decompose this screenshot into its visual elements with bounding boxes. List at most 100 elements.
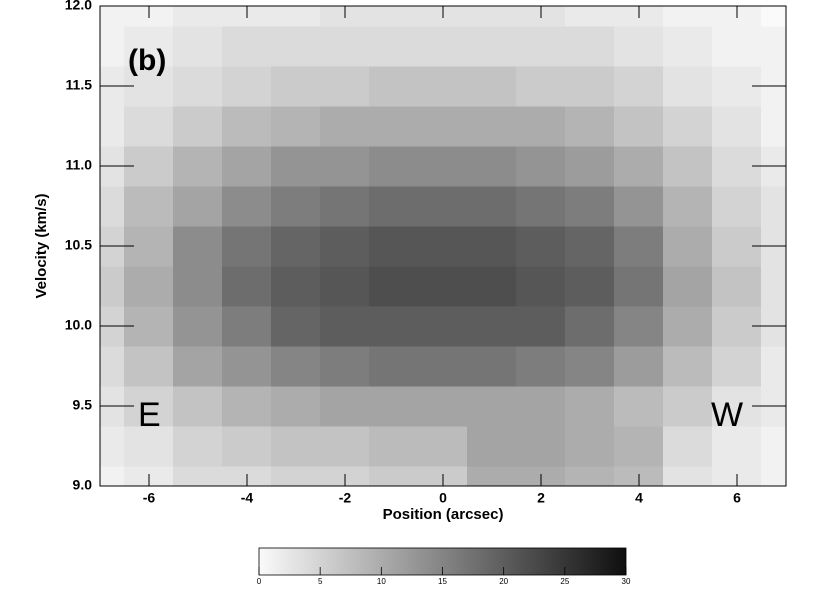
contour-cell — [173, 465, 223, 486]
x-tick-label: 6 — [733, 490, 741, 506]
contour-cell — [124, 265, 174, 307]
contour-cell — [369, 225, 419, 267]
contour-cell — [222, 25, 272, 67]
x-axis-label: Position (arcsec) — [383, 506, 504, 523]
contour-cell — [761, 185, 786, 227]
contour-cell — [663, 225, 713, 267]
x-tick-label: 2 — [537, 490, 545, 506]
colorbar-tick-label: 15 — [438, 577, 447, 586]
contour-cell — [663, 265, 713, 307]
contour-cell — [418, 105, 468, 147]
contour-cell — [565, 265, 615, 307]
contour-cell — [320, 425, 370, 467]
contour-cell — [418, 65, 468, 107]
contour-cell — [222, 305, 272, 347]
contour-cell — [467, 105, 517, 147]
contour-cell — [467, 465, 517, 486]
contour-cell — [614, 345, 664, 387]
contour-cell — [614, 65, 664, 107]
contour-cell — [663, 425, 713, 467]
contour-cell — [712, 25, 762, 67]
contour-cell — [173, 145, 223, 187]
contour-cell — [369, 105, 419, 147]
contour-cell — [271, 385, 321, 427]
contour-cell — [614, 185, 664, 227]
contour-cell — [320, 265, 370, 307]
contour-cell — [124, 345, 174, 387]
contour-cell — [271, 265, 321, 307]
y-tick-label: 10.0 — [65, 317, 92, 333]
contour-cell — [369, 185, 419, 227]
contour-cell — [761, 425, 786, 467]
contour-cell — [516, 345, 566, 387]
contour-cell — [663, 105, 713, 147]
contour-cell — [467, 65, 517, 107]
contour-cell — [320, 25, 370, 67]
contour-cell — [467, 385, 517, 427]
contour-cell — [271, 345, 321, 387]
colorbar-tick-label: 20 — [499, 577, 508, 586]
contour-cell — [761, 105, 786, 147]
contour-cell — [124, 185, 174, 227]
contour-cell — [100, 25, 125, 67]
x-tick-label: -6 — [143, 490, 156, 506]
contour-cell — [222, 145, 272, 187]
contour-cell — [100, 105, 125, 147]
x-tick-label: 0 — [439, 490, 447, 506]
colorbar-tick-label: 10 — [377, 577, 386, 586]
contour-cell — [663, 65, 713, 107]
contour-cell — [712, 185, 762, 227]
contour-cell — [418, 345, 468, 387]
contour-cell — [271, 145, 321, 187]
contour-cell — [712, 425, 762, 467]
y-tick-label: 11.5 — [66, 77, 93, 93]
contour-cell — [222, 185, 272, 227]
contour-cell — [516, 225, 566, 267]
contour-cell — [565, 65, 615, 107]
contour-cell — [369, 305, 419, 347]
x-tick-label: 4 — [635, 490, 643, 506]
contour-cell — [565, 6, 615, 27]
contour-cell — [516, 25, 566, 67]
contour-cell — [100, 345, 125, 387]
contour-cell — [761, 345, 786, 387]
contour-cell — [418, 265, 468, 307]
contour-cell — [516, 145, 566, 187]
contour-cell — [663, 385, 713, 427]
contour-cell — [663, 345, 713, 387]
contour-cell — [222, 105, 272, 147]
contour-cell — [124, 105, 174, 147]
colorbar-tick-label: 0 — [257, 577, 262, 586]
contour-cell — [614, 305, 664, 347]
contour-cell — [663, 465, 713, 486]
contour-cell — [614, 385, 664, 427]
contour-cell — [369, 345, 419, 387]
contour-cell — [222, 345, 272, 387]
colorbar-tick-label: 25 — [560, 577, 569, 586]
contour-cell — [516, 105, 566, 147]
contour-cell — [418, 145, 468, 187]
contour-cell — [761, 6, 786, 27]
contour-cell — [467, 345, 517, 387]
contour-cell — [271, 65, 321, 107]
contour-cell — [761, 465, 786, 486]
contour-cell — [369, 385, 419, 427]
contour-cell — [663, 25, 713, 67]
contour-cell — [565, 185, 615, 227]
contour-cell — [369, 465, 419, 486]
contour-cell — [369, 6, 419, 27]
contour-cell — [173, 225, 223, 267]
contour-cell — [271, 465, 321, 486]
contour-cell — [320, 345, 370, 387]
y-tick-label: 10.5 — [65, 237, 92, 253]
contour-cell — [663, 6, 713, 27]
contour-cell — [173, 385, 223, 427]
contour-cell — [100, 185, 125, 227]
contour-cell — [565, 465, 615, 486]
contour-cell — [565, 425, 615, 467]
contour-cell — [565, 385, 615, 427]
contour-cell — [173, 345, 223, 387]
contour-cell — [418, 185, 468, 227]
contour-cell — [320, 305, 370, 347]
